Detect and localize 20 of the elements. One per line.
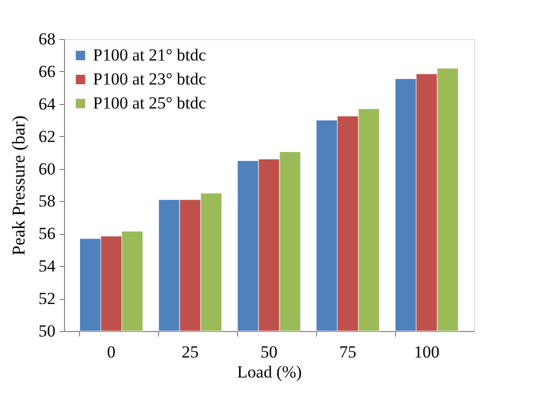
x-tick-label: 75 xyxy=(339,342,356,362)
y-tick-label: 66 xyxy=(38,62,56,81)
x-tick-label: 50 xyxy=(260,342,278,362)
y-tick-label: 62 xyxy=(38,126,56,146)
y-tick-label: 60 xyxy=(38,159,56,178)
y-tick-label: 64 xyxy=(38,94,56,114)
x-tick-label: 25 xyxy=(182,342,199,362)
y-tick-label: 56 xyxy=(38,224,56,244)
y-axis-title: Peak Pressure (bar) xyxy=(8,116,28,256)
y-tick-label: 50 xyxy=(38,322,56,340)
x-axis-title: Load (%) xyxy=(237,362,302,382)
y-tick-label: 52 xyxy=(38,289,56,308)
legend-label: P100 at 23° btdc xyxy=(93,70,206,88)
legend-label: P100 at 21° btdc xyxy=(93,46,206,64)
x-tick-label: 100 xyxy=(414,342,440,362)
x-tick-label: 0 xyxy=(107,342,116,362)
legend-label: P100 at 25° btdc xyxy=(93,94,206,112)
y-tick-label: 58 xyxy=(38,192,56,211)
y-tick-label: 54 xyxy=(38,256,56,276)
y-tick-label: 68 xyxy=(38,30,56,48)
